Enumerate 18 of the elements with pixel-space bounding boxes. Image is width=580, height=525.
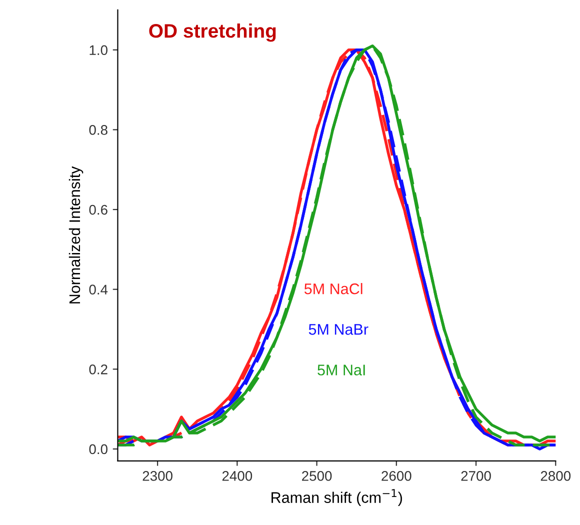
y-tick-label: 0.0: [89, 444, 108, 454]
text: OD stretching: [149, 24, 276, 42]
y-tick-label: 0.6: [89, 204, 108, 215]
x-axis-title: Raman shift (cm$^{−1}$): [272, 489, 402, 506]
x-tick-label: 2300: [142, 471, 172, 481]
x-tick-label: 2400: [222, 471, 252, 481]
y-axis-title: Normalized Intensity: [68, 166, 84, 304]
text: 5M NaBr: [308, 324, 368, 335]
x-tick-label: 2700: [461, 471, 491, 481]
y-tick-label: 0.2: [89, 364, 108, 374]
y-tick-label: 1.0: [90, 45, 108, 56]
series-label: 5M NaCl: [304, 283, 362, 294]
x-tick-label: 2800: [540, 471, 571, 481]
y-tick-label: 0.4: [89, 284, 108, 295]
y-tick-label: 0.8: [89, 125, 108, 135]
text: 5M NaI: [318, 364, 365, 376]
x-tick-label: 2600: [382, 471, 412, 481]
x-tick-label: 2500: [302, 471, 332, 481]
